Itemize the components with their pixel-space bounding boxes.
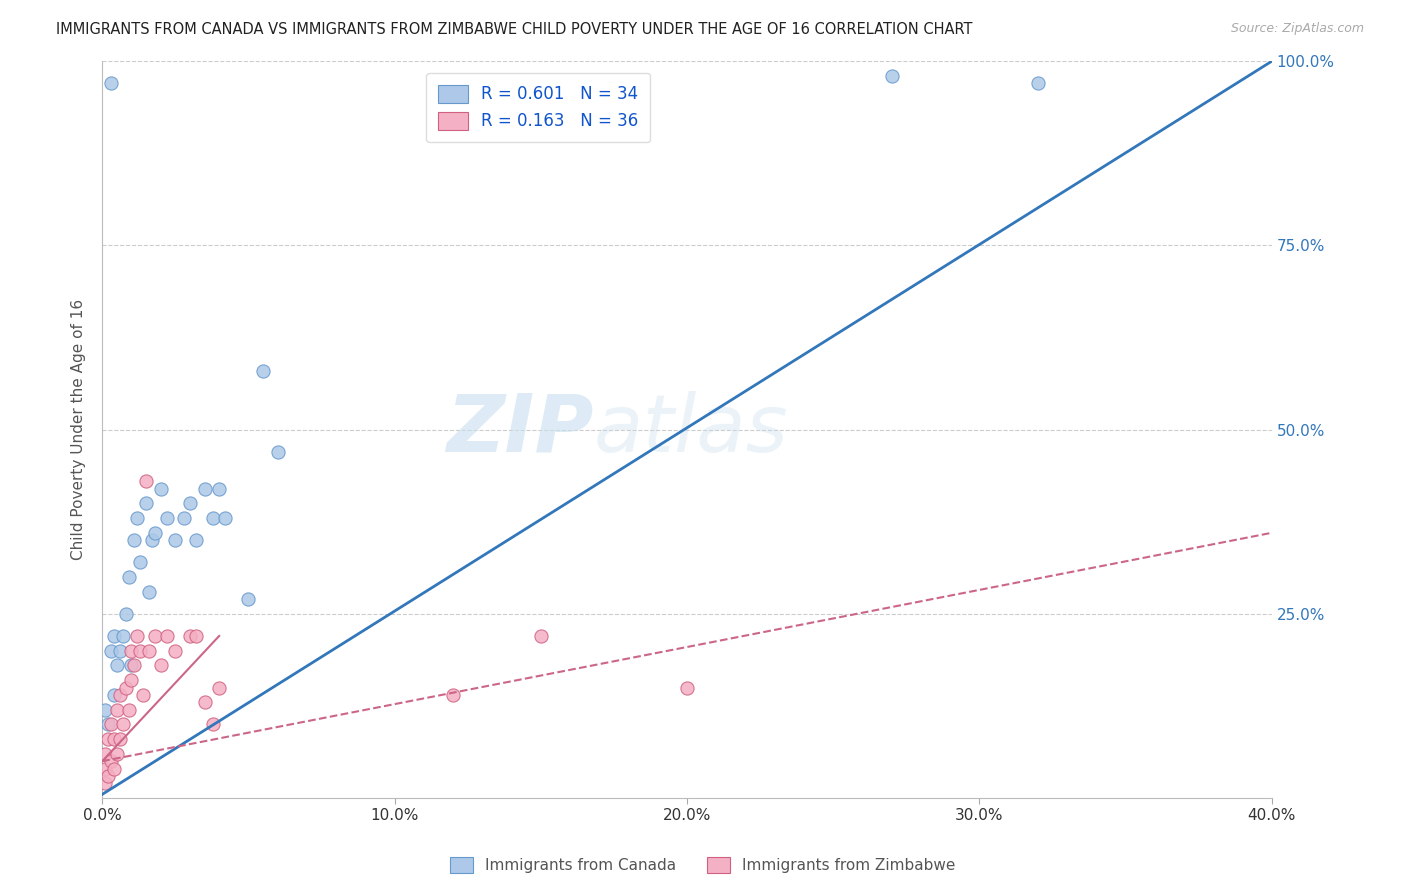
Point [120,658,142,673]
Point [103,629,125,643]
Point [111,629,134,643]
Point [108,732,131,747]
Point [179,496,201,510]
Point [155,629,177,643]
Point [100,717,122,731]
Point [129,643,152,657]
Point [138,584,160,599]
Point [880,69,903,83]
Point [165,533,187,548]
Point [97,769,120,783]
Point [138,643,160,657]
Point [252,364,274,378]
Point [94,762,117,776]
Point [132,688,155,702]
Point [97,717,120,731]
Point [114,607,136,621]
Point [202,717,225,731]
Text: IMMIGRANTS FROM CANADA VS IMMIGRANTS FROM ZIMBABWE CHILD POVERTY UNDER THE AGE O: IMMIGRANTS FROM CANADA VS IMMIGRANTS FRO… [56,22,973,37]
Point [214,511,236,525]
Point [108,643,131,657]
Point [143,525,166,540]
Point [238,592,260,607]
Point [103,688,125,702]
Point [208,482,231,496]
Point [117,703,139,717]
Point [155,511,177,525]
Point [94,703,117,717]
Point [173,511,195,525]
Point [103,732,125,747]
Point [202,511,225,525]
Point [124,533,146,548]
Point [193,482,215,496]
Text: ZIP: ZIP [446,391,593,468]
Point [149,482,172,496]
Point [129,555,152,569]
Point [105,747,128,761]
Point [441,688,464,702]
Point [105,658,128,673]
Point [120,673,142,688]
Point [266,444,288,458]
Point [111,717,134,731]
Point [94,747,117,761]
Point [108,688,131,702]
Point [135,474,157,488]
Point [100,754,122,768]
Point [141,533,163,548]
Point [100,76,122,90]
Legend: R = 0.601   N = 34, R = 0.163   N = 36: R = 0.601 N = 34, R = 0.163 N = 36 [426,73,651,142]
Point [149,658,172,673]
Point [127,511,149,525]
Text: atlas: atlas [593,391,789,468]
Point [165,643,187,657]
Y-axis label: Child Poverty Under the Age of 16: Child Poverty Under the Age of 16 [72,299,86,560]
Point [184,533,207,548]
Point [124,658,146,673]
Point [100,643,122,657]
Point [114,681,136,695]
Point [676,681,699,695]
Point [127,629,149,643]
Point [135,496,157,510]
Text: Source: ZipAtlas.com: Source: ZipAtlas.com [1230,22,1364,36]
Point [94,776,117,790]
Point [117,570,139,584]
Point [97,732,120,747]
Point [530,629,553,643]
Legend: Immigrants from Canada, Immigrants from Zimbabwe: Immigrants from Canada, Immigrants from … [444,851,962,880]
Point [208,681,231,695]
Point [1026,76,1049,90]
Point [184,629,207,643]
Point [143,629,166,643]
Point [179,629,201,643]
Point [120,643,142,657]
Point [193,695,215,709]
Point [103,762,125,776]
Point [105,703,128,717]
